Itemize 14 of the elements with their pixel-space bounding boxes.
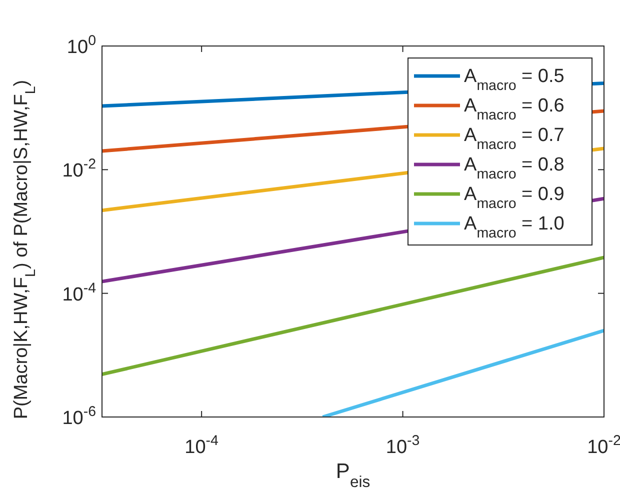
legend-label: A$_{macro}$ = 0.8 [464, 154, 564, 182]
legend-label: A$_{macro}$ = 0.6 [464, 96, 564, 124]
legend-label: A$_{macro}$ = 0.7 [464, 125, 564, 153]
y-tick-label: 10$^{-4}$ [62, 280, 96, 306]
y-tick-label: 10$^{0}$ [66, 33, 96, 58]
legend-label: A$_{macro}$ = 1.0 [464, 214, 564, 242]
x-axis-title: P$_{eis}$ [336, 460, 370, 490]
legend-label: A$_{macro}$ = 0.5 [464, 66, 564, 94]
x-tick-label: 10$^{-2}$ [587, 433, 620, 458]
legend-label: A$_{macro}$ = 0.9 [464, 184, 564, 212]
y-tick-label: 10$^{-2}$ [62, 156, 96, 182]
x-tick-label: 10$^{-3}$ [386, 433, 420, 458]
y-tick-label: 10$^{-6}$ [62, 404, 96, 429]
x-tick-label: 10$^{-4}$ [184, 433, 219, 458]
